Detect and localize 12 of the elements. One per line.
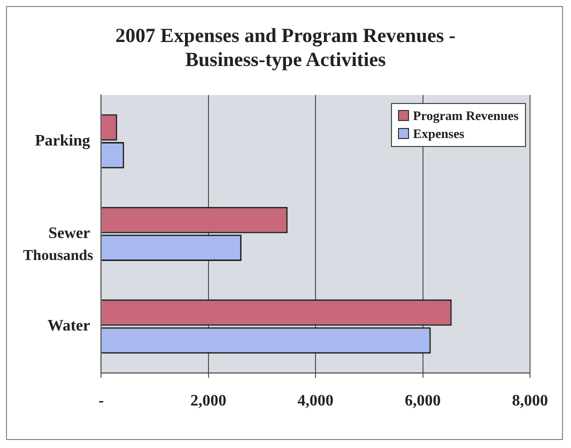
x-tick-label: 6,000 (404, 392, 441, 410)
x-tick-label: - (98, 392, 104, 410)
x-tick-label: 2,000 (190, 392, 226, 410)
y-tick-label: Sewer (48, 225, 90, 242)
y-tick-label: Parking (34, 132, 90, 150)
legend-label: Program Revenues (413, 108, 519, 123)
y-tick-label: Water (47, 318, 90, 335)
x-tick-label: 4,000 (298, 392, 334, 410)
chart-title: 2007 Expenses and Program Revenues - Business-type Activities (115, 25, 456, 72)
x-axis-title: Thousands (23, 248, 94, 264)
x-tick-label: 8,000 (512, 392, 548, 410)
legend-label: Expenses (413, 126, 464, 141)
